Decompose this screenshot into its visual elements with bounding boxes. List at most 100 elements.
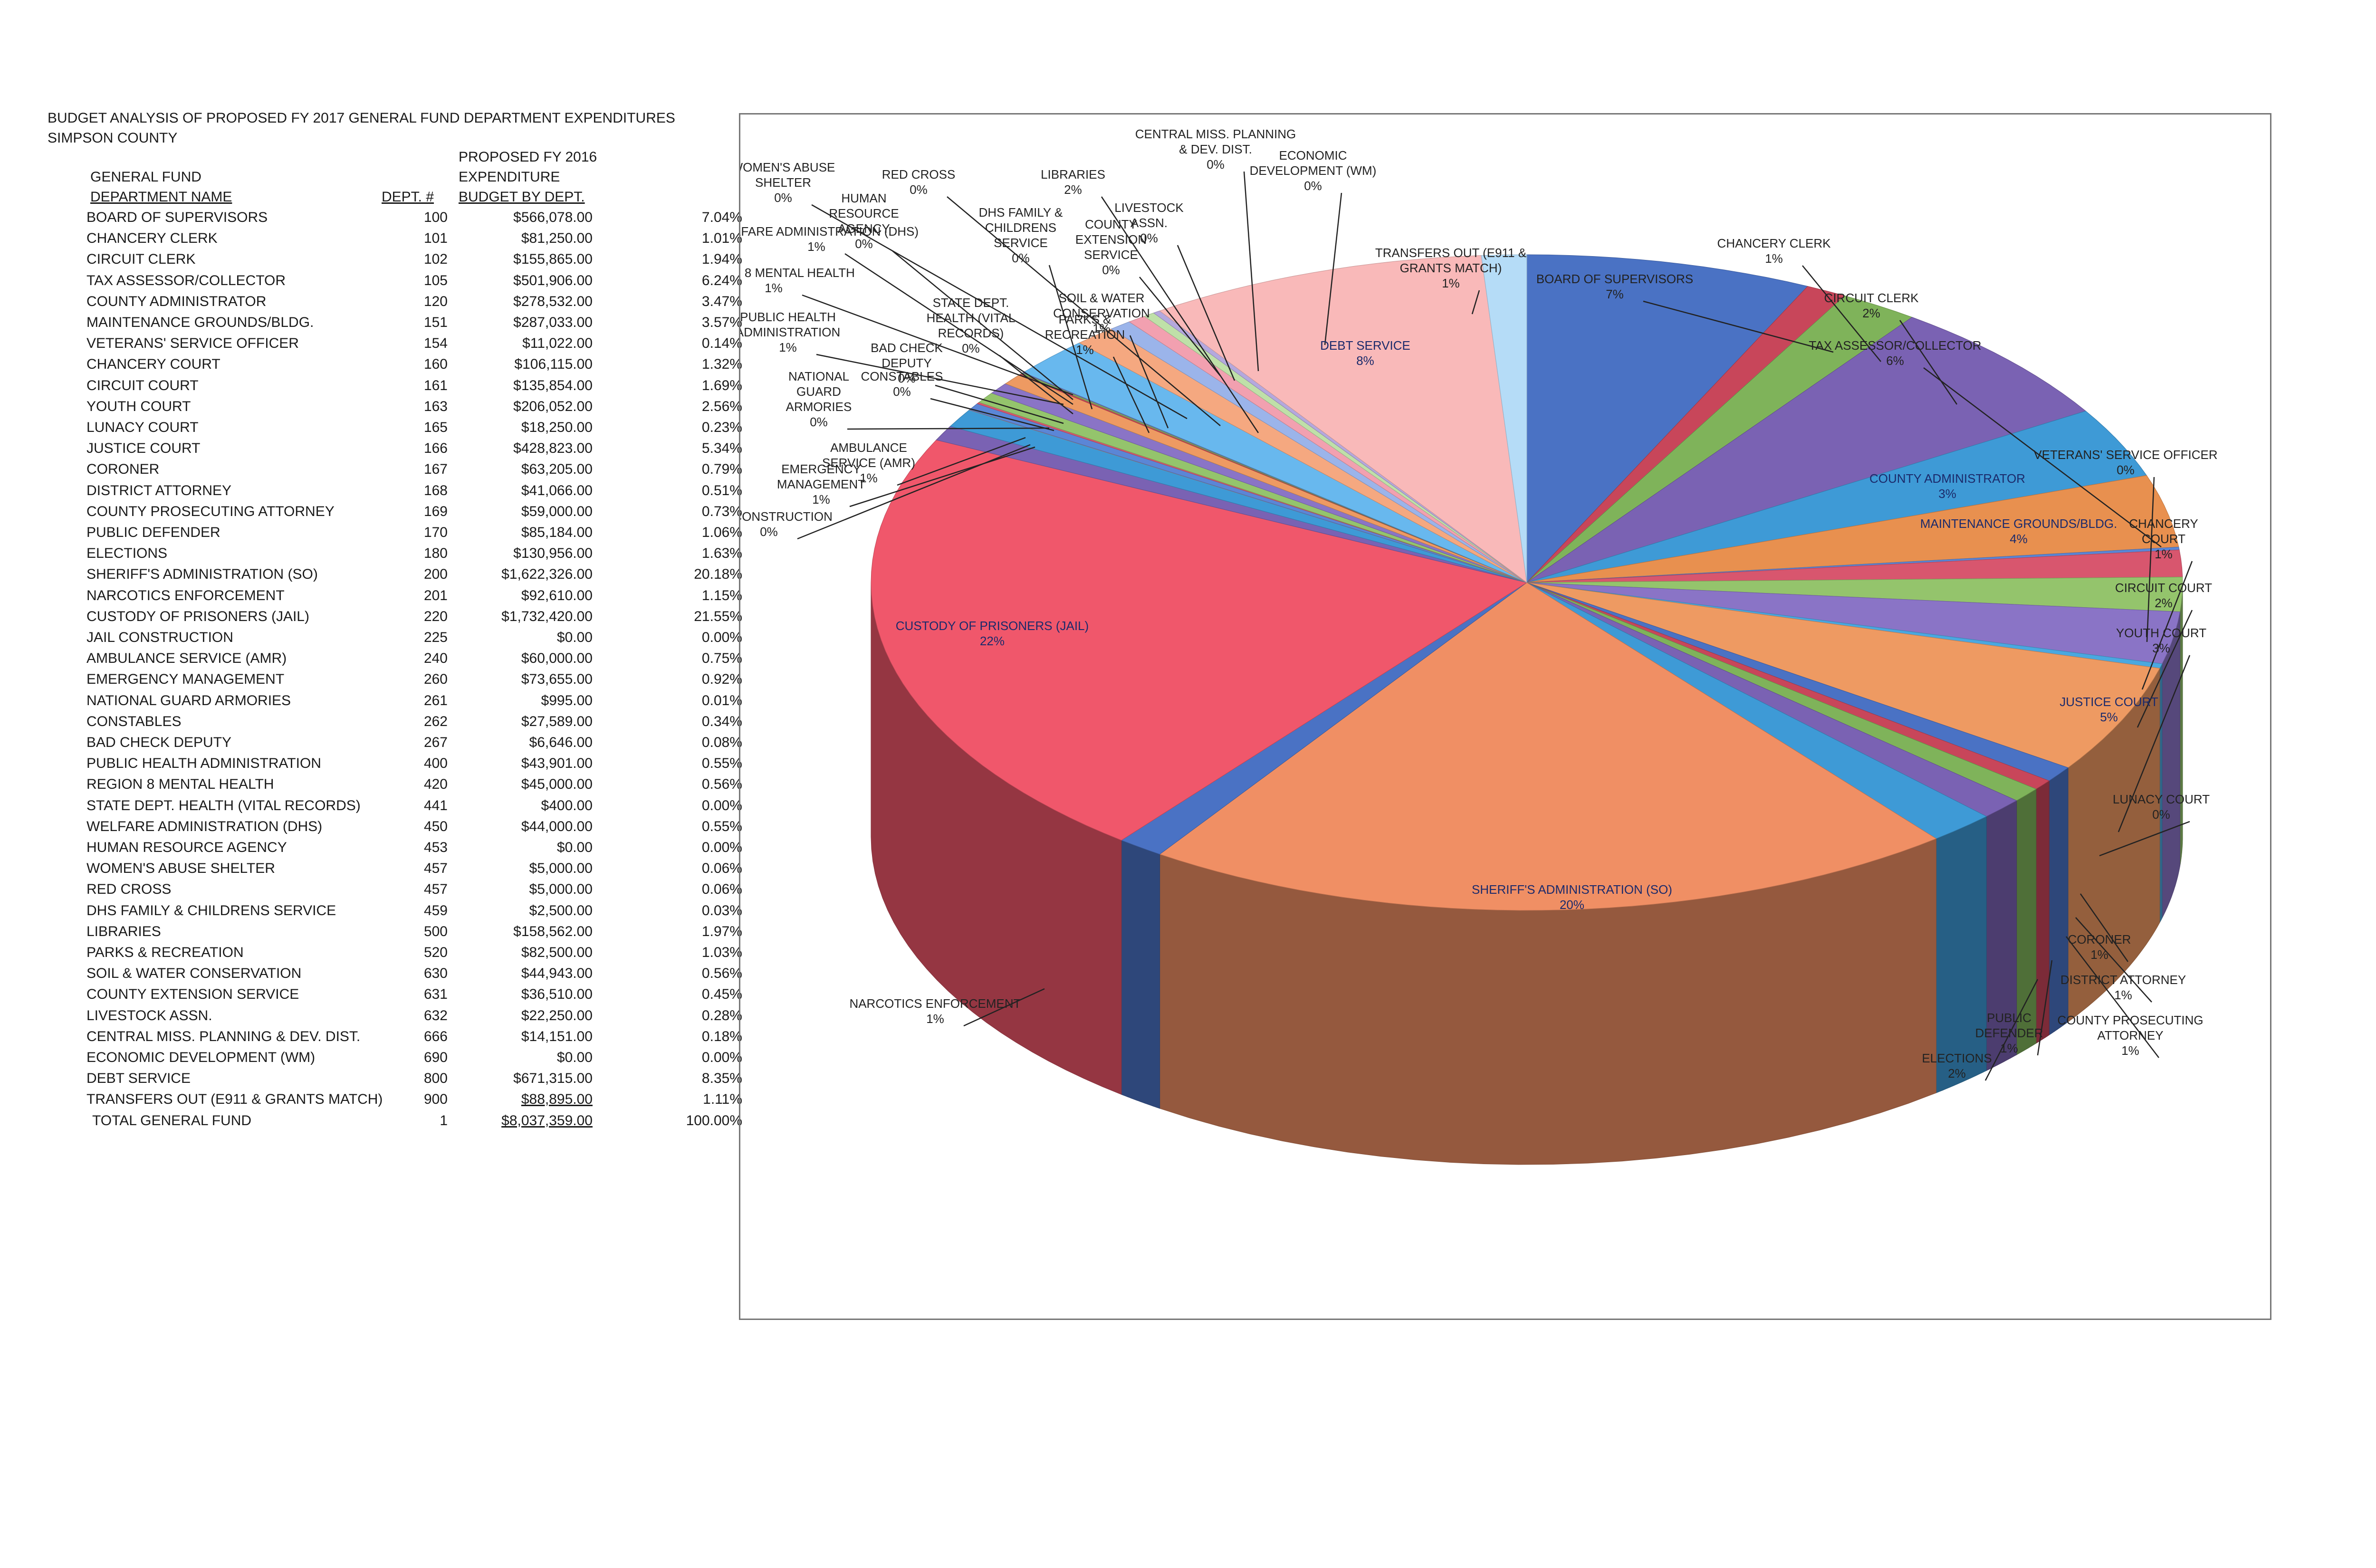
pie-callout-text: HUMAN (841, 191, 886, 205)
budget-amount-cell: $6,646.00 (529, 735, 593, 750)
budget-amount-cell: $92,610.00 (521, 587, 593, 603)
budget-amount-cell: $1,732,420.00 (501, 608, 593, 624)
budget-percent-cell: 7.04% (701, 210, 742, 225)
dept-name-cell: NATIONAL GUARD ARMORIES (86, 692, 291, 708)
pie-callout-text: COUNTY PROSECUTING (2057, 1013, 2203, 1027)
dept-name-cell: CENTRAL MISS. PLANNING & DEV. DIST. (86, 1028, 361, 1044)
budget-amount-cell: $1,622,326.00 (501, 566, 593, 583)
pie-callout-text: WOMEN'S ABUSE (740, 160, 835, 174)
dept-number-cell: 500 (423, 923, 448, 939)
budget-amount-cell: $0.00 (556, 630, 593, 645)
pie-leader-line (1471, 290, 1480, 315)
budget-amount-cell: $73,655.00 (521, 671, 593, 688)
report-title: BUDGET ANALYSIS OF PROPOSED FY 2017 GENE… (48, 108, 675, 148)
pie-leader-line (930, 398, 1054, 431)
dept-name-cell: BOARD OF SUPERVISORS (86, 210, 268, 225)
pie-slice (1159, 582, 1937, 911)
name-header-line2: DEPARTMENT NAME (90, 189, 232, 205)
budget-percent-cell: 1.15% (701, 587, 742, 603)
budget-percent-cell: 0.56% (701, 776, 742, 793)
budget-percent-cell: 0.92% (701, 671, 742, 688)
dept-number-cell: 262 (423, 713, 448, 729)
dept-name-cell: CUSTODY OF PRISONERS (JAIL) (86, 608, 309, 624)
budget-amount-cell: $11,022.00 (522, 335, 593, 352)
pie-callout-text: 7% (1606, 287, 1624, 301)
budget-percent-cell: 1.11% (703, 1091, 742, 1108)
budget-header-line1: PROPOSED FY 2016 (459, 149, 597, 165)
pie-callout-text: RECORDS) (938, 326, 1004, 340)
pie-callout-text: SERVICE (1084, 248, 1138, 262)
dept-number-cell: 163 (423, 398, 448, 414)
pie-callout-text: 0% (962, 341, 980, 355)
budget-percent-cell: 0.01% (701, 692, 742, 708)
pie-leader-line (2037, 960, 2053, 1056)
pie-callout-text: 2% (1948, 1066, 1966, 1080)
dept-number-cell: 459 (423, 902, 448, 918)
dept-number-cell: 800 (423, 1071, 448, 1087)
pie-leader-line (849, 446, 1035, 507)
budget-amount-cell: $59,000.00 (521, 503, 593, 519)
dept-number-cell: 225 (423, 630, 448, 645)
pie-callout-text: ATTORNEY (2097, 1028, 2163, 1042)
pie-inner-label: JUSTICE COURT (2060, 695, 2158, 709)
dept-name-cell: WELFARE ADMINISTRATION (DHS) (86, 818, 323, 834)
budget-amount-cell: $41,066.00 (521, 482, 593, 498)
budget-percent-cell: 8.35% (701, 1071, 742, 1087)
pie-leader-line (999, 355, 1073, 414)
dept-name-cell: PARKS & RECREATION (86, 945, 244, 960)
dept-number-cell: 666 (423, 1028, 448, 1044)
dept-number-cell: 120 (423, 293, 448, 309)
pie-callout-text: CIRCUIT COURT (2115, 581, 2212, 595)
budget-amount-cell: $14,151.00 (521, 1028, 593, 1044)
dept-name-cell: HUMAN RESOURCE AGENCY (86, 840, 287, 855)
pie-callout-text: SHELTER (755, 175, 811, 190)
pie-callout-text: 0% (1012, 251, 1030, 265)
pie-callout-text: PUBLIC HEALTH (740, 310, 836, 324)
pie-callout-text: REGION 8 MENTAL HEALTH (740, 266, 855, 280)
budget-amount-cell: $44,000.00 (521, 818, 593, 834)
dept-name-cell: CIRCUIT CLERK (86, 251, 196, 268)
pie-callout-text: BAD CHECK (871, 341, 943, 355)
budget-amount-cell: $5,000.00 (529, 860, 593, 877)
pie-callout-text: 6% (1886, 354, 1904, 368)
pie-callout-text: 0% (1102, 263, 1120, 277)
budget-percent-cell: 1.97% (701, 923, 742, 939)
dept-number-cell: 690 (423, 1050, 448, 1065)
pie-slice (1526, 582, 2160, 768)
budget-percent-cell: 0.00% (701, 630, 742, 645)
pie-callout-text: RESOURCE (829, 206, 899, 220)
pie-leader-line (2136, 610, 2193, 728)
pie-leader-line (844, 253, 1073, 405)
pie-inner-label: CUSTODY OF PRISONERS (JAIL) (896, 619, 1089, 633)
pie-callout-text: YOUTH COURT (2116, 626, 2206, 640)
budget-amount-cell: $63,205.00 (521, 461, 593, 478)
pie-callout-text: DEVELOPMENT (WM) (1250, 163, 1377, 178)
dept-number-cell: 167 (423, 461, 448, 478)
pie-leader-line (897, 437, 1026, 486)
budget-percent-cell: 0.06% (701, 860, 742, 877)
budget-amount-cell: $88,895.00 (521, 1091, 593, 1108)
budget-amount-cell: $566,078.00 (513, 210, 593, 225)
budget-percent-cell: 0.08% (701, 735, 742, 750)
dept-name-cell: CIRCUIT COURT (86, 377, 199, 393)
pie-slice (1526, 317, 2087, 583)
dept-number-cell: 420 (423, 776, 448, 793)
dept-number-cell: 201 (423, 587, 448, 603)
pie-inner-label: 8% (1356, 354, 1374, 368)
pie-callout-text: 0% (2117, 463, 2135, 477)
pie-callout-text: TAX ASSESSOR/COLLECTOR (1809, 338, 1981, 353)
budget-amount-cell: $135,854.00 (513, 377, 593, 393)
dept-name-cell: PUBLIC DEFENDER (86, 525, 220, 540)
pie-callout-text: CHANCERY (2129, 516, 2198, 531)
dept-number-cell: 1 (440, 1112, 448, 1128)
budget-percent-cell: 1.32% (701, 356, 742, 373)
budget-percent-cell: 0.00% (701, 1050, 742, 1065)
dept-number-cell: 166 (423, 440, 448, 457)
